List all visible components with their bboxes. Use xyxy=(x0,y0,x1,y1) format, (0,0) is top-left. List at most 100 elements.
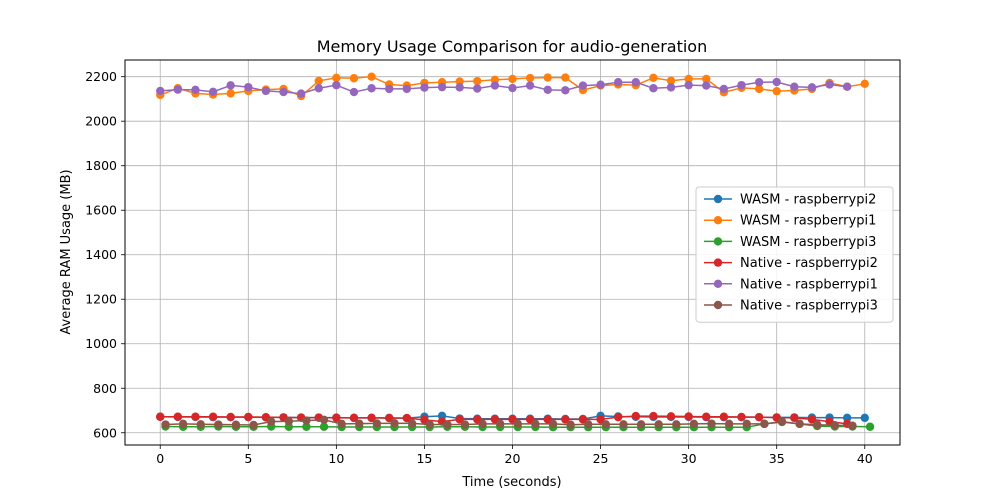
y-tick-label: 2000 xyxy=(85,114,117,129)
series-line-native-raspberrypi2 xyxy=(160,415,848,425)
data-point-native-raspberrypi1 xyxy=(226,81,235,90)
x-tick-label: 25 xyxy=(593,451,609,466)
y-tick-label: 800 xyxy=(93,381,117,396)
data-point-wasm-raspberrypi1 xyxy=(490,75,500,85)
data-point-native-raspberrypi2 xyxy=(790,413,799,423)
legend-marker-swatch xyxy=(713,194,723,204)
data-point-native-raspberrypi2 xyxy=(631,411,640,421)
data-point-native-raspberrypi2 xyxy=(173,412,183,421)
data-point-native-raspberrypi3 xyxy=(161,420,170,429)
legend-item: WASM - raspberrypi1 xyxy=(704,214,876,229)
data-point-native-raspberrypi3 xyxy=(478,419,487,429)
legend-item: Native - raspberrypi2 xyxy=(704,256,878,271)
data-point-native-raspberrypi1 xyxy=(684,80,693,90)
data-point-native-raspberrypi1 xyxy=(790,82,799,91)
data-point-native-raspberrypi2 xyxy=(226,412,235,422)
data-point-wasm-raspberrypi1 xyxy=(455,77,464,86)
data-point-wasm-raspberrypi1 xyxy=(314,76,323,86)
legend-label: WASM - raspberrypi2 xyxy=(740,193,876,208)
data-point-native-raspberrypi3 xyxy=(284,416,294,426)
data-point-native-raspberrypi3 xyxy=(777,417,787,426)
legend-label: WASM - raspberrypi1 xyxy=(740,214,876,229)
data-point-wasm-raspberrypi1 xyxy=(349,74,359,83)
data-point-native-raspberrypi2 xyxy=(208,412,218,421)
data-point-native-raspberrypi3 xyxy=(214,420,223,429)
data-point-native-raspberrypi1 xyxy=(385,84,394,94)
data-point-native-raspberrypi1 xyxy=(473,84,482,93)
data-point-native-raspberrypi2 xyxy=(807,415,817,424)
data-point-native-raspberrypi1 xyxy=(420,83,429,92)
data-point-native-raspberrypi1 xyxy=(314,84,323,93)
data-point-native-raspberrypi1 xyxy=(455,83,464,92)
data-point-native-raspberrypi1 xyxy=(807,83,817,92)
data-point-native-raspberrypi2 xyxy=(244,412,253,422)
x-tick-label: 0 xyxy=(156,451,164,466)
legend-item: Native - raspberrypi3 xyxy=(704,299,878,314)
data-point-native-raspberrypi3 xyxy=(619,420,628,429)
data-point-native-raspberrypi3 xyxy=(319,415,329,425)
data-point-native-raspberrypi2 xyxy=(719,412,729,421)
y-tick-label: 1400 xyxy=(85,247,117,262)
data-point-native-raspberrypi1 xyxy=(596,80,605,89)
y-tick-label: 2200 xyxy=(85,69,117,84)
data-point-wasm-raspberrypi1 xyxy=(702,74,711,84)
data-point-wasm-raspberrypi3 xyxy=(302,422,311,431)
data-point-native-raspberrypi1 xyxy=(578,81,588,90)
data-point-native-raspberrypi3 xyxy=(584,420,593,429)
data-point-native-raspberrypi2 xyxy=(455,415,464,424)
data-point-native-raspberrypi3 xyxy=(337,419,346,429)
data-point-native-raspberrypi1 xyxy=(525,81,535,90)
legend-item: Native - raspberrypi1 xyxy=(704,277,878,292)
data-point-native-raspberrypi1 xyxy=(402,84,412,94)
data-point-wasm-raspberrypi1 xyxy=(508,74,517,84)
x-tick-label: 15 xyxy=(416,451,432,466)
data-point-native-raspberrypi3 xyxy=(848,421,857,430)
data-point-native-raspberrypi3 xyxy=(178,419,188,429)
data-point-wasm-raspberrypi2 xyxy=(860,413,869,423)
data-point-native-raspberrypi1 xyxy=(561,86,570,95)
data-point-wasm-raspberrypi1 xyxy=(226,89,235,98)
data-point-native-raspberrypi3 xyxy=(795,419,804,429)
y-tick-label: 1800 xyxy=(85,158,117,173)
data-point-wasm-raspberrypi1 xyxy=(666,76,676,85)
data-point-native-raspberrypi1 xyxy=(772,77,781,87)
legend-item: WASM - raspberrypi2 xyxy=(704,193,876,208)
legend-label: Native - raspberrypi3 xyxy=(740,299,878,314)
data-point-native-raspberrypi3 xyxy=(760,419,769,429)
data-point-wasm-raspberrypi1 xyxy=(332,73,341,83)
data-point-native-raspberrypi3 xyxy=(566,420,575,429)
x-tick-label: 5 xyxy=(244,451,252,466)
data-point-native-raspberrypi2 xyxy=(156,412,165,421)
data-point-native-raspberrypi2 xyxy=(402,413,412,423)
data-point-native-raspberrypi1 xyxy=(490,81,500,90)
data-point-wasm-raspberrypi3 xyxy=(319,422,329,431)
data-point-wasm-raspberrypi1 xyxy=(684,74,693,84)
data-point-native-raspberrypi3 xyxy=(460,420,470,429)
data-point-wasm-raspberrypi1 xyxy=(860,79,869,89)
data-point-native-raspberrypi2 xyxy=(349,413,359,423)
data-point-wasm-raspberrypi1 xyxy=(525,73,535,83)
data-point-native-raspberrypi1 xyxy=(631,78,640,87)
data-point-native-raspberrypi1 xyxy=(261,86,271,96)
y-tick-label: 600 xyxy=(93,425,117,440)
data-point-native-raspberrypi1 xyxy=(719,84,729,94)
legend-marker-swatch xyxy=(713,279,723,288)
data-point-native-raspberrypi2 xyxy=(596,415,605,424)
data-point-native-raspberrypi3 xyxy=(231,420,241,429)
data-point-native-raspberrypi3 xyxy=(513,419,522,429)
data-point-wasm-raspberrypi2 xyxy=(437,411,447,421)
data-point-native-raspberrypi2 xyxy=(385,413,394,423)
data-point-native-raspberrypi1 xyxy=(279,87,288,97)
data-point-native-raspberrypi2 xyxy=(191,412,200,421)
data-point-native-raspberrypi1 xyxy=(842,82,852,91)
legend-marker-swatch xyxy=(713,216,723,225)
data-point-native-raspberrypi2 xyxy=(578,415,588,424)
data-point-wasm-raspberrypi1 xyxy=(367,72,376,81)
data-point-native-raspberrypi3 xyxy=(495,419,505,429)
data-point-native-raspberrypi3 xyxy=(425,420,434,429)
data-point-native-raspberrypi2 xyxy=(666,412,676,421)
data-point-native-raspberrypi2 xyxy=(649,411,658,421)
series-line-native-raspberrypi3 xyxy=(165,419,853,427)
